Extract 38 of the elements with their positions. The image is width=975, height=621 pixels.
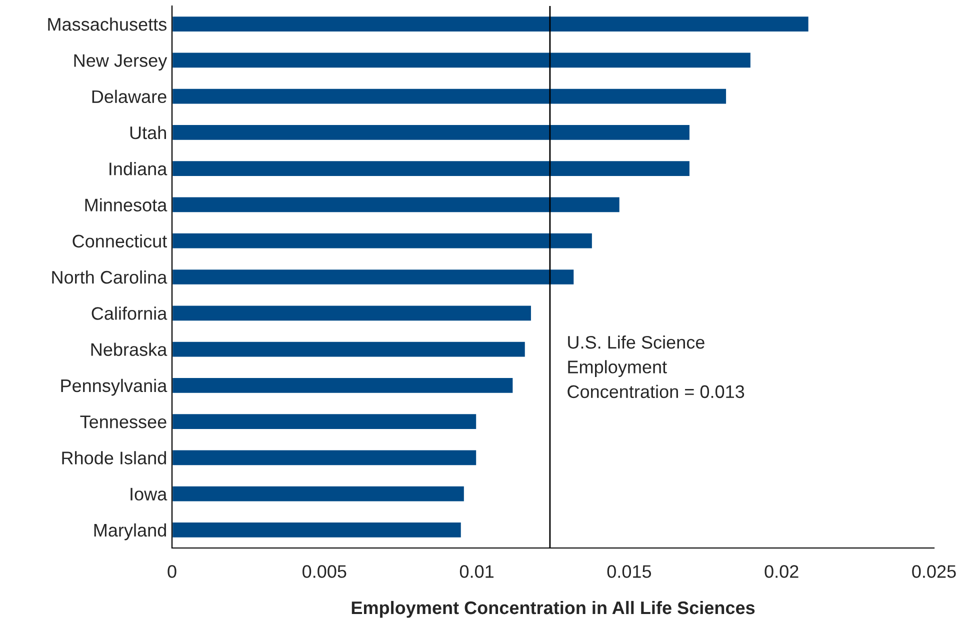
bar [172, 232, 594, 250]
y-tick-label: North Carolina [52, 270, 168, 284]
bar [172, 376, 514, 394]
x-tick-label: 0.01 [460, 565, 494, 578]
bar [172, 160, 691, 178]
x-tick-label: 0.005 [302, 565, 346, 578]
bar [172, 521, 462, 539]
bar [172, 15, 810, 33]
y-tick-label: California [92, 306, 168, 320]
x-axis-title: Employment Concentration in All Life Sciences [352, 600, 755, 618]
x-tick-label: 0.015 [607, 565, 652, 578]
y-tick-label: Connecticut [72, 234, 168, 248]
bar [172, 304, 532, 322]
y-tick-label: Nebraska [91, 342, 168, 356]
y-tick-label: Massachusetts [48, 18, 166, 31]
bar [172, 268, 576, 286]
x-tick-label: 0.02 [764, 565, 798, 578]
y-tick-label: Pennsylvania [61, 378, 168, 396]
annotation: U.S. Life Science Employment Concentration = 0.013 [568, 335, 744, 398]
y-tick-label: Iowa [130, 488, 168, 501]
y-tick-label: Minnesota [85, 198, 168, 212]
bar [172, 124, 691, 142]
bar [172, 88, 728, 106]
bar [172, 340, 526, 358]
x-tick-label: 0 [168, 565, 176, 578]
y-tick-label: Indiana [110, 162, 168, 176]
bar [172, 51, 752, 70]
x-tick-label: 0.025 [912, 565, 956, 578]
y-tick-label: Utah [130, 126, 166, 140]
y-tick-label: Delaware [92, 90, 166, 104]
y-tick-label: New Jersey [74, 54, 168, 70]
y-tick-label: Maryland [94, 523, 166, 540]
bar [172, 412, 478, 430]
bar [172, 448, 478, 466]
y-tick-label: Tennessee [80, 416, 166, 428]
bar [172, 484, 466, 503]
bar [172, 196, 621, 214]
y-tick-label: Rhode Island [62, 451, 166, 464]
